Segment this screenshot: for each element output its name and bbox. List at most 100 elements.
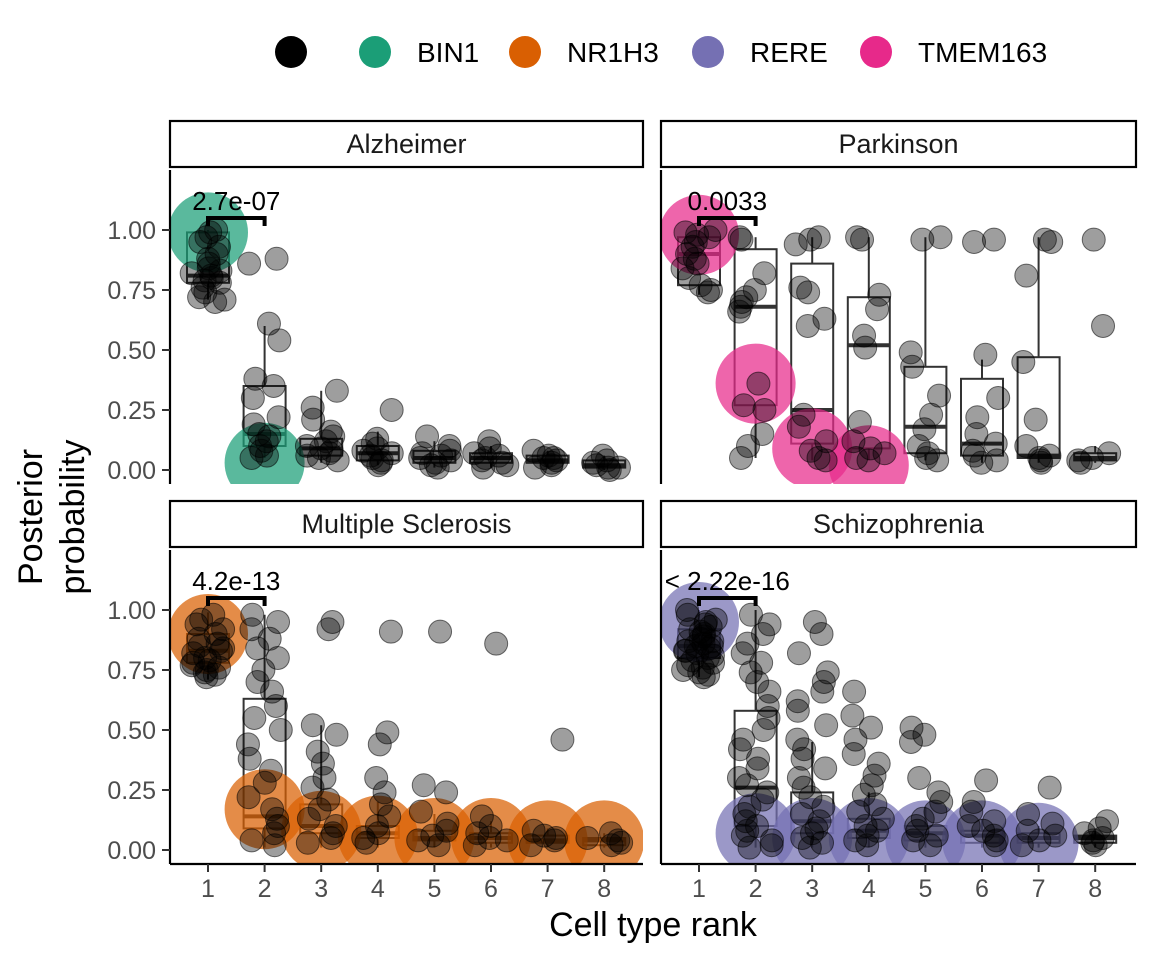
data-point xyxy=(251,658,276,682)
data-point xyxy=(755,780,780,805)
data-point xyxy=(1081,227,1106,252)
facet-strip xyxy=(168,119,645,169)
highlight-bin1 xyxy=(170,192,248,273)
data-point xyxy=(910,806,935,831)
data-point xyxy=(212,287,237,312)
data-point xyxy=(809,622,834,646)
data-point xyxy=(599,821,624,846)
data-point xyxy=(266,405,291,430)
data-point xyxy=(842,679,867,704)
data-point xyxy=(411,773,436,798)
data-point xyxy=(745,670,770,694)
data-point xyxy=(899,715,924,740)
data-point xyxy=(750,787,775,812)
data-point xyxy=(962,230,987,254)
data-point xyxy=(813,448,838,473)
data-point xyxy=(267,328,292,353)
data-point xyxy=(252,770,277,795)
data-point xyxy=(193,280,218,305)
highlight-tmem163 xyxy=(715,343,796,424)
data-point xyxy=(1039,230,1064,254)
pvalue-label: 2.7e-07 xyxy=(192,186,280,216)
data-point xyxy=(377,804,402,829)
data-point xyxy=(685,251,710,276)
data-point xyxy=(986,386,1011,410)
data-point xyxy=(262,821,287,846)
data-point xyxy=(969,450,994,475)
data-point xyxy=(1016,802,1041,826)
legend-key-rere xyxy=(692,36,724,68)
data-point xyxy=(682,246,707,271)
data-point xyxy=(858,436,883,461)
data-point xyxy=(852,323,877,348)
data-point xyxy=(268,718,293,742)
data-point xyxy=(258,758,283,783)
data-point xyxy=(484,631,509,656)
data-point xyxy=(1009,833,1034,858)
x-tick-label: 2 xyxy=(749,875,763,903)
data-point xyxy=(687,660,712,685)
y-tick-label: 0.50 xyxy=(107,337,156,365)
data-point xyxy=(1040,811,1065,836)
x-tick-label: 4 xyxy=(371,875,385,903)
x-tick-label: 7 xyxy=(1032,875,1046,903)
data-point xyxy=(262,833,287,858)
data-point xyxy=(928,225,953,250)
data-point xyxy=(408,799,433,824)
data-point xyxy=(264,246,289,271)
data-point xyxy=(245,670,270,694)
data-point xyxy=(746,371,771,396)
data-point xyxy=(437,438,462,463)
x-tick-label: 4 xyxy=(862,875,876,903)
data-point xyxy=(242,706,267,730)
data-point xyxy=(811,670,836,694)
data-point xyxy=(596,455,621,480)
data-point xyxy=(257,424,282,449)
data-point xyxy=(786,414,811,439)
data-point xyxy=(923,799,948,824)
data-point xyxy=(367,732,392,757)
data-point xyxy=(727,299,752,324)
data-point xyxy=(237,251,262,276)
y-tick-label: 1.00 xyxy=(107,217,156,245)
data-point xyxy=(318,826,343,850)
data-point xyxy=(677,266,702,290)
data-point xyxy=(859,773,884,798)
data-point xyxy=(597,458,622,482)
data-point xyxy=(426,833,451,858)
data-point xyxy=(850,227,875,252)
data-point xyxy=(324,378,349,403)
facet-strip xyxy=(659,499,1138,549)
data-point xyxy=(237,746,262,771)
data-point xyxy=(1023,407,1048,432)
data-point xyxy=(862,763,887,788)
data-point xyxy=(752,398,777,422)
data-point xyxy=(756,706,781,730)
data-point xyxy=(699,634,724,658)
data-point xyxy=(795,314,820,338)
x-tick-label: 5 xyxy=(918,875,932,903)
data-point xyxy=(843,828,868,853)
data-point xyxy=(956,814,981,838)
data-point xyxy=(462,833,487,858)
data-point xyxy=(316,787,341,812)
legend-key-tmem163 xyxy=(860,36,892,68)
data-point xyxy=(729,227,754,252)
data-point xyxy=(379,398,404,422)
data-point xyxy=(306,446,331,470)
y-tick-label: 0.00 xyxy=(107,457,156,485)
data-point xyxy=(260,679,285,704)
data-point xyxy=(759,833,784,858)
panel-schizophrenia: Schizophrenia < 2.22e-16 1 2 3 4 5 6 7 8 xyxy=(659,499,1138,903)
data-point xyxy=(375,720,400,745)
data-point xyxy=(813,756,838,781)
data-point xyxy=(673,638,698,663)
legend-key-bin1 xyxy=(359,36,391,68)
data-point xyxy=(961,790,986,814)
data-point xyxy=(750,622,775,646)
data-point xyxy=(309,436,334,461)
y-axis-label-line1: Posterior xyxy=(12,449,50,585)
data-point xyxy=(853,335,878,360)
data-point xyxy=(855,823,880,848)
data-point xyxy=(750,422,775,446)
